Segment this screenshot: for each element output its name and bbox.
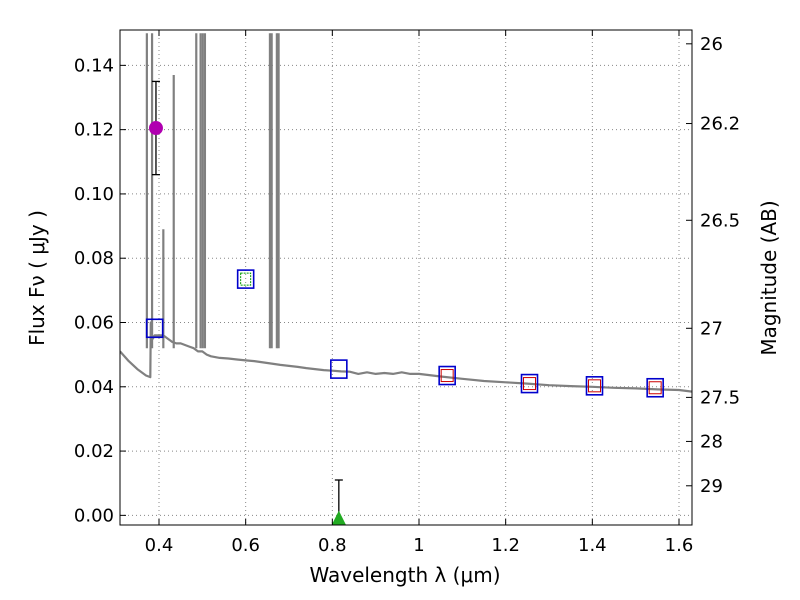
y2-tick-label: 26 — [700, 34, 723, 55]
model-photometry-box — [145, 318, 164, 339]
y2-tick-label: 26.2 — [700, 114, 740, 135]
plot-area — [120, 33, 692, 525]
model-box-inner-marker — [588, 379, 601, 393]
y-tick-label: 0.06 — [74, 313, 114, 334]
y-axis-title: Flux Fν ( μJy ) — [25, 210, 49, 346]
model-photometry-box — [585, 376, 604, 396]
x-tick-label: 1.6 — [665, 535, 694, 556]
model-photometry-box — [520, 373, 539, 394]
y-tick-label: 0.02 — [74, 441, 114, 462]
model-box-inner-marker — [440, 369, 454, 383]
upper-limit-marker — [331, 510, 346, 525]
y-tick-label: 0.00 — [74, 505, 114, 526]
x-tick-label: 0.4 — [145, 535, 174, 556]
plot-contents — [120, 33, 692, 398]
y2-axis-title: Magnitude (AB) — [757, 200, 781, 355]
model-box-inner-marker — [648, 381, 662, 395]
sed-template-line — [120, 321, 692, 393]
model-photometry-box — [330, 359, 348, 379]
model-photometry-box — [646, 377, 664, 398]
plot-frame — [119, 29, 693, 526]
x-axis-title: Wavelength λ (μm) — [309, 563, 500, 587]
axes: 0.4 0.6 0.8 1 1.2 1.4 1.6 0.00 0.02 0.04 0.06 0.08 0… — [74, 29, 740, 556]
y2-tick-label: 29 — [700, 476, 723, 497]
x-tick-label: 1.2 — [491, 535, 520, 556]
y-tick-label: 0.10 — [74, 184, 114, 205]
x-tick-label: 0.8 — [318, 535, 347, 556]
y2-tick-label: 27 — [700, 318, 723, 339]
detection-point — [148, 121, 163, 136]
model-box-inner-marker — [523, 377, 536, 391]
y2-tick-label: 26.5 — [700, 210, 740, 231]
y2-tick-label: 27.5 — [700, 387, 740, 408]
model-photometry-box — [236, 269, 255, 289]
model-photometry-box — [438, 365, 456, 386]
y2-tick-label: 28 — [700, 431, 723, 452]
x-tick-label: 1 — [413, 535, 424, 556]
y-tick-label: 0.08 — [74, 248, 114, 269]
y-tick-label: 0.12 — [74, 120, 114, 141]
y-tick-label: 0.04 — [74, 377, 114, 398]
model-box-inner-marker — [240, 272, 252, 286]
x-tick-label: 1.4 — [578, 535, 607, 556]
x-tick-label: 0.6 — [231, 535, 260, 556]
y-tick-label: 0.14 — [74, 55, 114, 76]
